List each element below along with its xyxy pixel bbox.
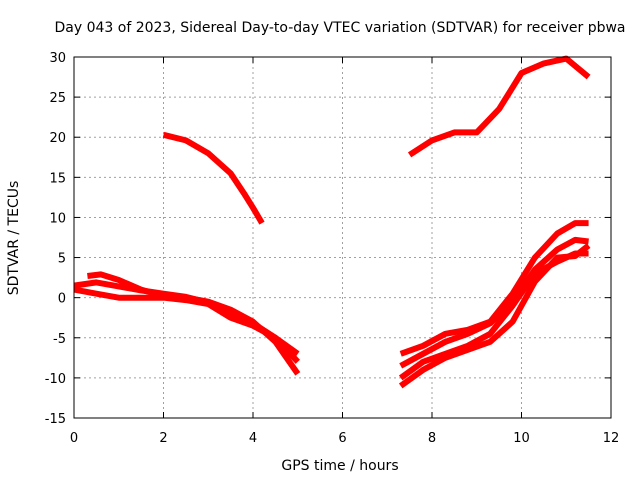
grid [74,57,611,418]
series-line-arc-4 [73,286,300,357]
tick-labels: 0 2 4 6 8 10 12 -15 -10 -5 0 5 10 15 20 25 30 [45,51,620,446]
y-axis-title: SDTVAR / TECUs [6,181,22,296]
x-tick-label: 10 [513,431,530,446]
x-tick-label: 6 [338,431,346,446]
series-line-arc-1 [162,131,265,225]
x-tick-label: 4 [249,431,257,446]
y-tick-label: -10 [45,372,66,387]
series-group [73,55,591,389]
series-line-arc-6 [399,220,589,357]
x-tick-label: 0 [70,431,78,446]
y-tick-label: -15 [45,412,66,427]
y-tick-label: 5 [58,252,66,267]
chart-title: Day 043 of 2023, Sidereal Day-to-day VTE… [54,20,625,36]
series-line-arc-7 [399,236,589,369]
y-tick-label: 30 [49,51,66,66]
x-tick-label: 8 [428,431,436,446]
y-tick-label: 15 [49,171,66,186]
ticks [73,56,612,419]
y-tick-label: 0 [58,292,66,307]
series-line-arc-9 [398,250,589,381]
x-tick-label: 12 [603,431,620,446]
series-line-arc-5 [407,55,591,158]
y-tick-label: 20 [49,131,66,146]
x-axis-title: GPS time / hours [281,458,398,474]
y-tick-label: 10 [49,211,66,226]
y-tick-label: 25 [49,91,66,106]
x-tick-label: 2 [159,431,167,446]
y-tick-label: -5 [53,332,66,347]
